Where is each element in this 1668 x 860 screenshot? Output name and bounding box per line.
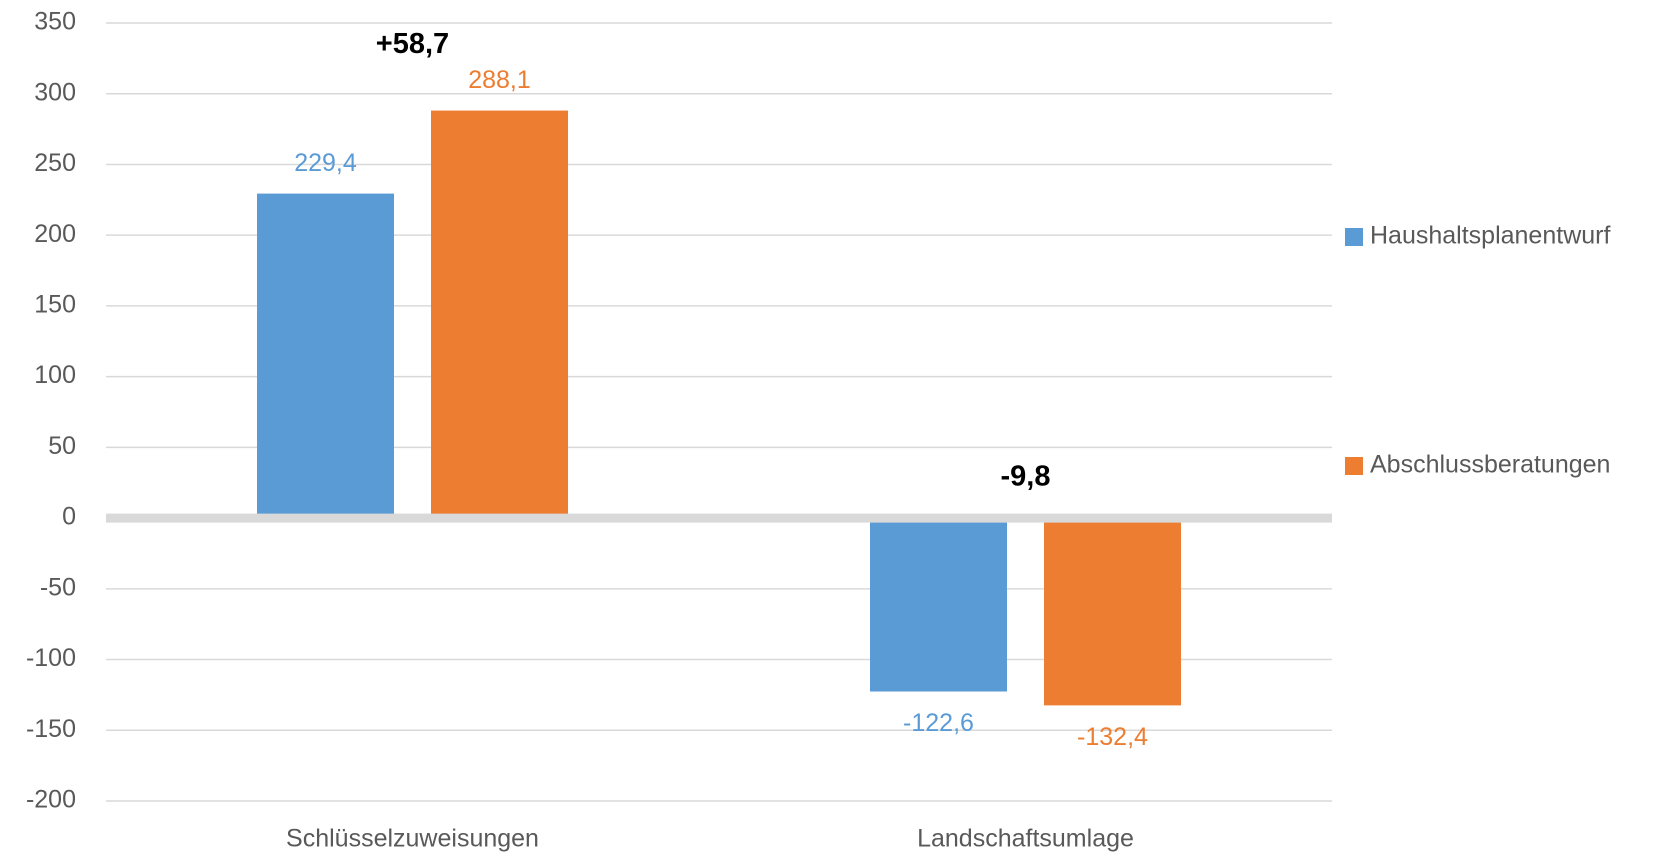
x-tick-label: Landschaftsumlage — [917, 825, 1134, 853]
annotation: -9,8 — [1001, 461, 1051, 493]
data-label: -122,6 — [903, 709, 974, 737]
y-tick-label: 50 — [48, 432, 76, 460]
y-tick-label: 250 — [34, 149, 76, 177]
data-label: 229,4 — [294, 149, 357, 177]
y-tick-label: 0 — [62, 503, 76, 531]
bar — [431, 110, 568, 519]
y-tick-label: 100 — [34, 361, 76, 389]
annotation: +58,7 — [376, 28, 449, 60]
y-tick-label: -200 — [26, 786, 76, 814]
x-tick-label: Schlüsselzuweisungen — [286, 825, 539, 853]
legend-label: Abschlussberatungen — [1370, 451, 1610, 479]
legend-label: Haushaltsplanentwurf — [1370, 222, 1610, 250]
y-tick-label: -100 — [26, 644, 76, 672]
y-tick-label: 300 — [34, 78, 76, 106]
bar — [1044, 518, 1181, 706]
data-label: -132,4 — [1077, 723, 1148, 751]
data-label: 288,1 — [468, 66, 531, 94]
bar — [257, 193, 394, 519]
y-tick-label: 350 — [34, 8, 76, 36]
legend-swatch — [1345, 457, 1363, 475]
y-tick-label: 150 — [34, 291, 76, 319]
y-tick-label: 200 — [34, 220, 76, 248]
legend-swatch — [1345, 228, 1363, 246]
y-tick-label: -50 — [40, 573, 76, 601]
bar — [870, 518, 1007, 692]
y-tick-label: -150 — [26, 715, 76, 743]
